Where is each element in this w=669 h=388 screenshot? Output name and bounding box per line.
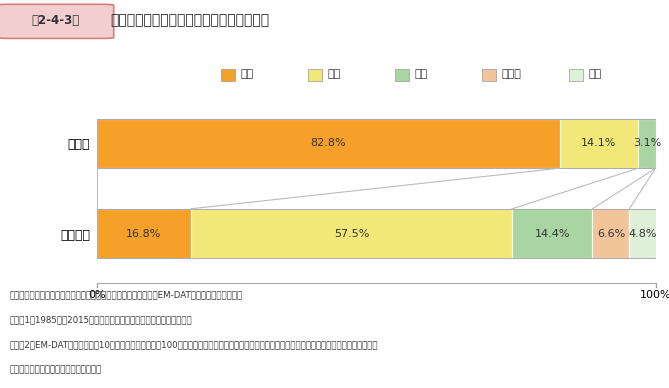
Text: 「災害」として登録している。: 「災害」として登録している。: [10, 366, 102, 375]
Bar: [482, 69, 496, 81]
Text: 2．EM-DATでは「死者が10人以上」、「被災者が100人以上」、「緊急事態宣言の発令」、「国際救援の要請」のいずれかに該当する事象を: 2．EM-DATでは「死者が10人以上」、「被災者が100人以上」、「緊急事態宣…: [10, 341, 379, 350]
FancyBboxPatch shape: [0, 4, 114, 38]
Bar: [569, 69, 583, 81]
Text: 4.8%: 4.8%: [628, 229, 657, 239]
Text: 洪水: 洪水: [415, 69, 428, 79]
Text: 14.1%: 14.1%: [581, 139, 617, 148]
Bar: [512, 209, 593, 258]
Bar: [395, 69, 409, 81]
Bar: [97, 119, 559, 168]
Text: 地滑り: 地滑り: [502, 69, 522, 79]
Text: 3.1%: 3.1%: [633, 139, 661, 148]
Text: 57.5%: 57.5%: [334, 229, 369, 239]
Bar: [559, 119, 638, 168]
Text: 82.8%: 82.8%: [310, 139, 346, 148]
Text: （注）1．1985年〜2015年の自然災害による被害額を集計している。: （注）1．1985年〜2015年の自然災害による被害額を集計している。: [10, 315, 193, 324]
Text: 6.6%: 6.6%: [597, 229, 625, 239]
Text: 14.4%: 14.4%: [535, 229, 570, 239]
Text: 地震: 地震: [241, 69, 254, 79]
Bar: [221, 69, 235, 81]
Bar: [593, 209, 630, 258]
Text: 資料：ルーバン・カトリック大学疫学研究所災害データベース（EM-DAT）から中小企業庁作成: 資料：ルーバン・カトリック大学疫学研究所災害データベース（EM-DAT）から中小…: [10, 290, 243, 299]
Text: 第2-4-3図: 第2-4-3図: [31, 14, 80, 27]
Bar: [97, 209, 191, 258]
Bar: [638, 119, 656, 168]
Bar: [308, 69, 322, 81]
Bar: [630, 209, 656, 258]
Text: 日本における自然災害被害額の災害別割合: 日本における自然災害被害額の災害別割合: [110, 14, 270, 28]
Text: 台風: 台風: [328, 69, 341, 79]
Text: 16.8%: 16.8%: [126, 229, 162, 239]
Text: 火山: 火山: [589, 69, 602, 79]
Bar: [191, 209, 512, 258]
